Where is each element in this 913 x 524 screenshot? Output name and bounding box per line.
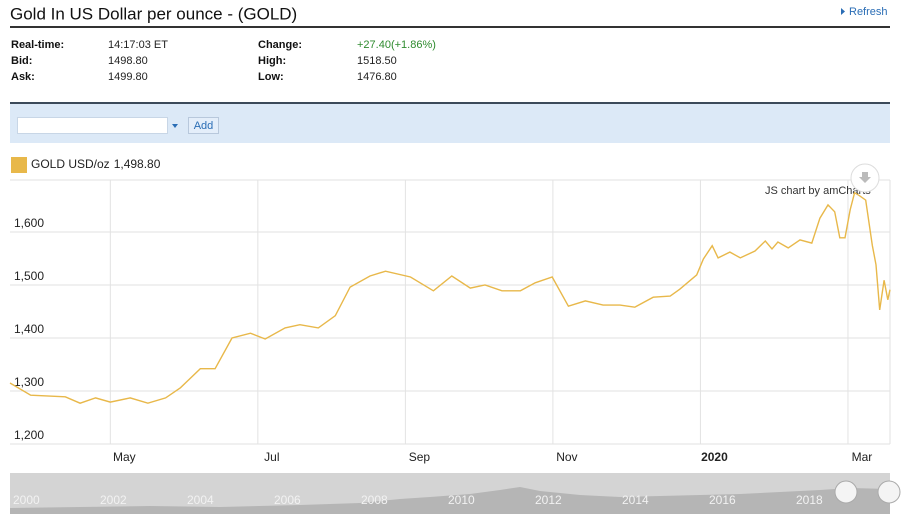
y-tick-label: 1,200 — [14, 428, 44, 442]
scroller-label: 2002 — [100, 493, 127, 507]
price-line — [9, 191, 891, 404]
quote-label: Real-time: — [11, 39, 64, 51]
scroller-label: 2008 — [361, 493, 388, 507]
scroller-labels: 2000 2002 2004 2006 2008 2010 2012 2014 2016 2018 — [13, 493, 823, 507]
quote-value: +27.40(+1.86%) — [357, 39, 436, 51]
y-tick-label: 1,600 — [14, 216, 44, 230]
quote-value: 1499.80 — [108, 71, 148, 83]
add-button[interactable] — [188, 117, 219, 134]
legend-name: GOLD USD/oz — [31, 157, 110, 171]
scroller-label: 2010 — [448, 493, 475, 507]
scroller-label: 2004 — [187, 493, 214, 507]
scroller-label: 2016 — [709, 493, 736, 507]
quote-label: High: — [258, 55, 286, 67]
scroller-label: 2018 — [796, 493, 823, 507]
legend-value: 1,498.80 — [114, 157, 161, 171]
y-tick-label: 1,300 — [14, 375, 44, 389]
scroller-handle-left[interactable] — [834, 480, 858, 504]
chart-credit: JS chart by amCharts — [765, 185, 871, 197]
scroller-label: 2000 — [13, 493, 40, 507]
x-tick-label: May — [113, 450, 136, 464]
x-tick-label: Mar — [852, 450, 873, 464]
add-button-label[interactable]: Add — [194, 120, 214, 132]
refresh-link[interactable]: Refresh — [849, 6, 888, 18]
quote-value: 1518.50 — [357, 55, 397, 67]
quote-label: Low: — [258, 71, 284, 83]
chart: 1,200 1,300 1,400 1,500 1,600 May Jul Sep Nov 202… — [9, 179, 891, 464]
scroller-label: 2014 — [622, 493, 649, 507]
quote-value: 1498.80 — [108, 55, 148, 67]
section-rule — [10, 102, 890, 104]
dropdown-arrow[interactable] — [172, 124, 178, 128]
quote-label: Bid: — [11, 55, 32, 67]
page-title: Gold In US Dollar per ounce - (GOLD) — [10, 4, 297, 23]
symbol-input[interactable] — [17, 117, 168, 134]
x-tick-label: Jul — [264, 450, 279, 464]
x-tick-label: Nov — [556, 450, 577, 464]
x-tick-label: 2020 — [701, 450, 728, 464]
y-tick-label: 1,400 — [14, 322, 44, 336]
quote-value: 14:17:03 ET — [108, 39, 168, 51]
export-icon[interactable] — [859, 172, 871, 183]
quote-label: Ask: — [11, 71, 35, 83]
scroller-label: 2006 — [274, 493, 301, 507]
x-tick-label: Sep — [409, 450, 431, 464]
scroller-label: 2012 — [535, 493, 562, 507]
refresh-arrow — [841, 8, 845, 15]
legend-swatch — [11, 157, 27, 173]
quote-table: Real-time: 14:17:03 ET Change: +27.40(+1.86… — [11, 39, 436, 83]
scroller-handle-right[interactable] — [877, 480, 901, 504]
scroller-silhouette — [10, 487, 890, 514]
y-tick-label: 1,500 — [14, 269, 44, 283]
quote-value: 1476.80 — [357, 71, 397, 83]
quote-label: Change: — [258, 39, 302, 51]
title-rule — [10, 26, 890, 28]
